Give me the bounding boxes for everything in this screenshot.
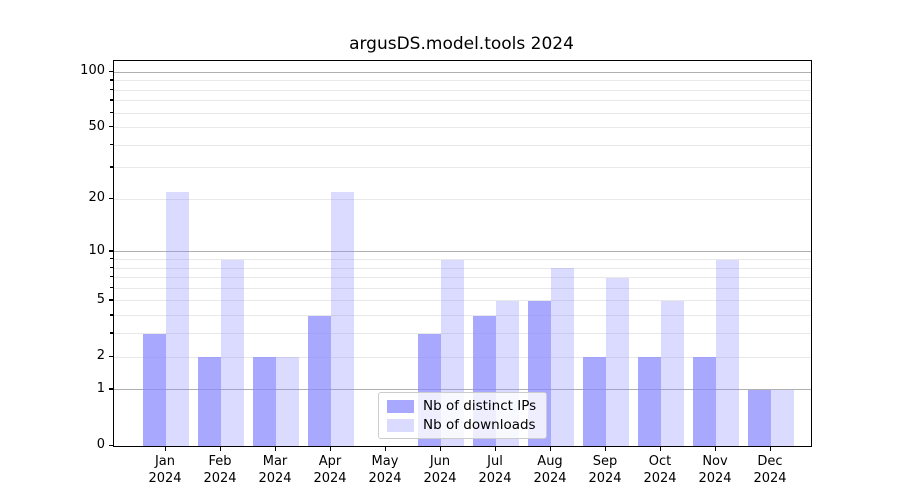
bar-downloads-apr (331, 192, 354, 446)
bar-ips-dec (748, 389, 771, 446)
minor-gridline (114, 167, 811, 169)
y-tick-mark (108, 444, 113, 446)
x-tick-mark (439, 446, 441, 451)
y-minor-tick-mark (110, 276, 113, 278)
minor-gridline (114, 267, 811, 269)
y-tick-label: 100 (80, 63, 105, 79)
x-tick-mark (494, 446, 496, 451)
x-tick-label: Mar 2024 (258, 454, 292, 486)
bar-downloads-feb (221, 259, 244, 446)
y-minor-tick-mark (110, 332, 113, 334)
y-minor-tick-mark (110, 286, 113, 289)
legend-item-distinct-ips: Nb of distinct IPs (387, 398, 536, 414)
y-tick-mark (108, 70, 113, 73)
x-tick-label: Aug 2024 (533, 454, 567, 486)
bar-downloads-aug (551, 268, 574, 446)
bar-downloads-nov (716, 259, 739, 446)
bar-downloads-mar (276, 357, 299, 446)
legend-item-downloads: Nb of downloads (387, 417, 536, 433)
y-tick-label: 20 (88, 190, 105, 206)
bar-ips-nov (693, 357, 716, 446)
y-tick-mark (108, 299, 113, 301)
y-minor-tick-mark (110, 258, 113, 260)
y-tick-label: 5 (96, 291, 105, 307)
legend: Nb of distinct IPs Nb of downloads (378, 392, 548, 439)
y-tick-mark (108, 250, 113, 252)
minor-gridline (114, 259, 811, 260)
bar-ips-oct (638, 357, 661, 446)
minor-gridline (114, 127, 811, 129)
x-tick-label: Sep 2024 (588, 454, 622, 486)
y-tick-mark (108, 388, 113, 390)
legend-label-downloads: Nb of downloads (423, 417, 536, 433)
legend-swatch-distinct-ips (387, 399, 414, 413)
x-tick-label: Jan 2024 (148, 454, 182, 486)
y-minor-tick-mark (110, 166, 113, 168)
y-minor-tick-mark (110, 99, 113, 101)
x-tick-label: Nov 2024 (698, 454, 732, 486)
y-tick-mark (108, 355, 113, 357)
x-tick-mark (659, 446, 661, 451)
y-tick-label: 50 (88, 118, 105, 134)
minor-gridline (114, 112, 811, 114)
y-tick-label: 1 (96, 380, 105, 396)
x-tick-mark (219, 446, 221, 451)
minor-gridline (114, 89, 811, 91)
y-minor-tick-mark (110, 79, 113, 81)
major-gridline (114, 71, 811, 73)
x-tick-mark (769, 446, 771, 451)
x-tick-label: Feb 2024 (203, 454, 237, 486)
minor-gridline (114, 300, 811, 302)
x-tick-label: Apr 2024 (313, 454, 347, 486)
plot-area (113, 60, 812, 447)
x-tick-mark (164, 446, 166, 451)
y-tick-mark (108, 126, 113, 128)
y-tick-mark (108, 197, 113, 200)
y-tick-label: 0 (96, 437, 105, 452)
x-tick-label: Dec 2024 (753, 454, 787, 486)
minor-gridline (114, 356, 811, 358)
minor-gridline (114, 80, 811, 82)
y-minor-tick-mark (110, 266, 113, 268)
bar-downloads-jan (166, 192, 189, 446)
x-tick-label: Jul 2024 (478, 454, 512, 486)
bar-ips-jan (143, 333, 166, 446)
bar-ips-sep (583, 357, 606, 446)
y-minor-tick-mark (110, 314, 113, 316)
major-gridline (114, 251, 811, 253)
minor-gridline (114, 198, 811, 200)
x-tick-label: Oct 2024 (643, 454, 677, 486)
bar-ips-apr (308, 315, 331, 446)
y-minor-tick-mark (110, 88, 113, 90)
x-tick-label: May 2024 (368, 454, 402, 486)
bar-ips-mar (253, 357, 276, 446)
x-tick-mark (384, 446, 386, 451)
legend-label-distinct-ips: Nb of distinct IPs (423, 398, 537, 414)
x-tick-mark (274, 446, 276, 451)
y-minor-tick-mark (110, 111, 113, 113)
minor-gridline (114, 315, 811, 317)
bar-downloads-oct (661, 300, 684, 446)
bar-downloads-sep (606, 277, 629, 446)
x-tick-mark (329, 446, 331, 451)
bar-ips-feb (198, 357, 221, 446)
x-tick-mark (549, 446, 551, 451)
chart-title: argusDS.model.tools 2024 (349, 34, 574, 54)
y-minor-tick-mark (110, 143, 113, 146)
minor-gridline (114, 277, 811, 279)
minor-gridline (114, 287, 811, 289)
minor-gridline (114, 144, 811, 146)
major-gridline (114, 389, 811, 391)
x-tick-mark (604, 446, 606, 451)
minor-gridline (114, 100, 811, 102)
bar-downloads-dec (771, 389, 794, 446)
x-tick-label: Jun 2024 (423, 454, 457, 486)
legend-swatch-downloads (387, 418, 414, 432)
minor-gridline (114, 333, 811, 335)
y-tick-label: 10 (88, 242, 105, 258)
x-tick-mark (714, 446, 716, 451)
y-tick-label: 2 (96, 348, 105, 364)
